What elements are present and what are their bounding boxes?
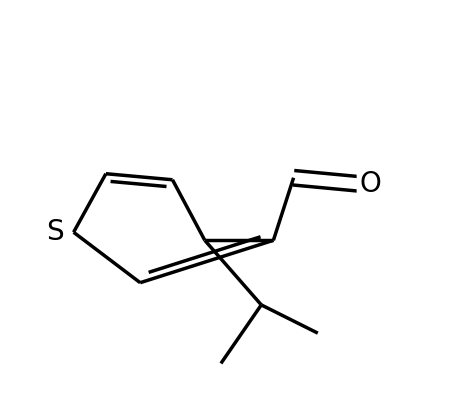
Text: O: O bbox=[360, 170, 381, 198]
Text: S: S bbox=[47, 218, 64, 246]
